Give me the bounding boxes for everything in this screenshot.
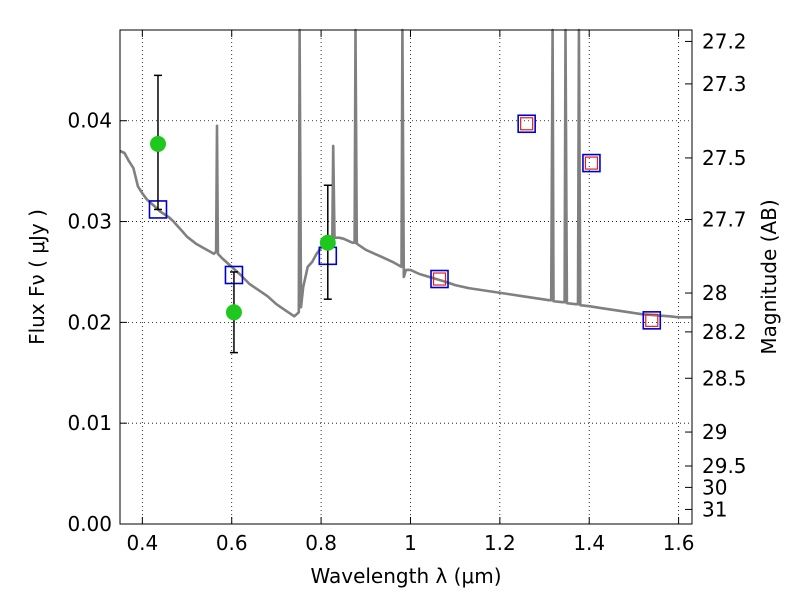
mag-tick-label: 31 (702, 497, 727, 521)
y-tick-label: 0.04 (67, 109, 112, 133)
y2-axis-title: Magnitude (AB) (757, 199, 781, 354)
observed-flux-point (149, 135, 166, 152)
mag-tick-label: 28 (702, 281, 727, 305)
model-photometry-square (517, 114, 536, 134)
x-tick-label: 1 (404, 531, 417, 555)
model-photometry-square (582, 153, 601, 173)
y-tick-label: 0.03 (67, 210, 112, 234)
model-photometry-square (430, 269, 449, 289)
x-tick-label: 0.4 (126, 531, 158, 555)
mag-tick-label: 27.7 (702, 208, 747, 232)
mag-tick-label: 27.2 (702, 29, 747, 53)
mag-tick-label: 27.3 (702, 72, 747, 96)
mag-tick-label: 30 (702, 475, 727, 499)
plot-frame (119, 29, 693, 525)
model-photometry-square (642, 311, 662, 330)
mag-tick-label: 29.5 (702, 454, 747, 478)
y-tick-label: 0.01 (67, 411, 112, 435)
ticks-layer: 0.4 0.6 0.8 1 1.2 1.4 1.6 0.00 0.01 0.02 0.03 0.04 2… (67, 29, 746, 555)
upper-limit-square (584, 156, 599, 170)
x-tick-label: 0.8 (305, 531, 337, 555)
observed-flux-point (225, 304, 242, 321)
x-tick-label: 1.6 (663, 531, 695, 555)
mag-tick-label: 27.5 (702, 146, 747, 170)
model-spectrum-line (119, 28, 692, 319)
upper-limit-square (645, 313, 659, 327)
x-axis-title: Wavelength λ (μm) (310, 564, 501, 588)
grid (120, 30, 692, 525)
observed-flux-point (319, 234, 336, 251)
mag-tick-label: 28.5 (702, 366, 747, 390)
mag-tick-label: 28.2 (702, 320, 747, 344)
upper-limit-square (432, 272, 447, 286)
y-axis-title: Flux Fν ( μJy ) (25, 209, 49, 345)
y-tick-label: 0.02 (67, 310, 112, 334)
x-tick-label: 0.6 (216, 531, 248, 555)
upper-limit-square (520, 117, 534, 131)
markers-layer (148, 74, 662, 354)
mag-tick-label: 29 (702, 420, 727, 444)
spectrum-layer (119, 28, 692, 319)
y-tick-label: 0.00 (67, 512, 112, 536)
x-tick-label: 1.4 (573, 531, 605, 555)
x-tick-label: 1.2 (484, 531, 516, 555)
